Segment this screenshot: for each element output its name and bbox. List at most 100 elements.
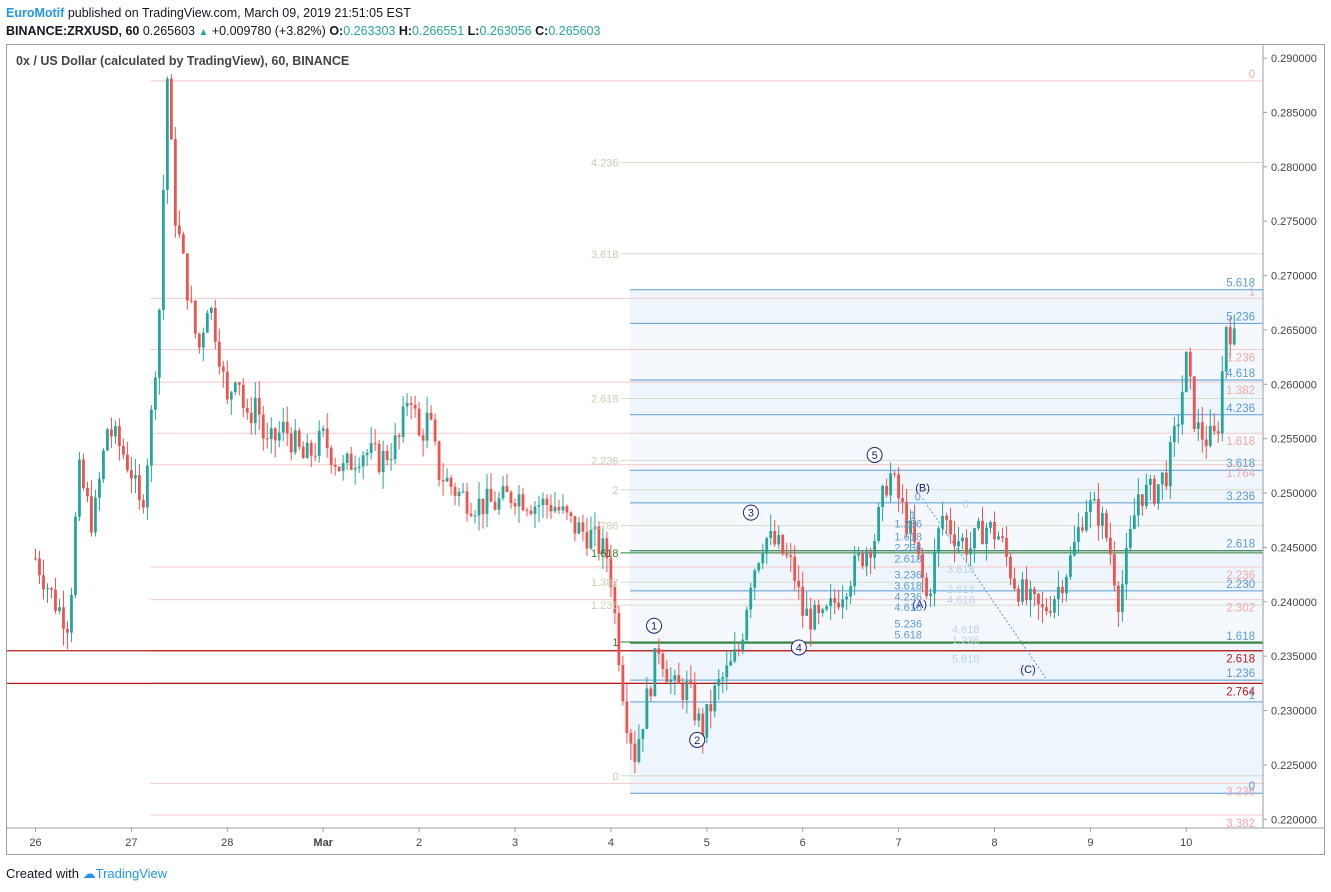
fib-blue-label: 3.618 (1226, 458, 1255, 470)
candle-body (269, 428, 273, 439)
candle-body (1049, 611, 1052, 613)
candle-body (605, 538, 609, 559)
fib-pink-label: 2.302 (1226, 603, 1255, 615)
candle-body (773, 531, 777, 545)
close-label: C: (535, 24, 549, 38)
candle-body (253, 397, 257, 424)
tradingview-link[interactable]: TradingView (95, 866, 168, 881)
candle-body (681, 683, 685, 701)
candle-body (157, 309, 161, 378)
candle-body (161, 189, 165, 310)
y-tick-label: 0.230000 (1271, 706, 1317, 718)
candle-body (229, 392, 233, 400)
candle-body (949, 520, 952, 535)
candle-body (721, 677, 725, 679)
candle-body (361, 455, 365, 467)
wave-label: 5 (872, 450, 878, 462)
candle-body (941, 515, 944, 529)
candle-body (1148, 478, 1152, 485)
candle-body (309, 442, 313, 456)
candle-body (673, 675, 677, 680)
candle-body (837, 602, 841, 608)
candle-body (130, 470, 133, 479)
candle-body (813, 604, 817, 630)
candle-body (90, 496, 93, 533)
candle-body (78, 459, 81, 517)
candle-body (657, 648, 661, 654)
up-arrow-icon: ▲ (198, 27, 209, 38)
candle-body (997, 536, 1000, 540)
candle-body (1116, 585, 1120, 612)
mini-fib-label: 2.618 (894, 553, 922, 565)
candle-body (613, 586, 617, 614)
candle-body (1140, 494, 1144, 507)
fib-left-label: 3.618 (591, 249, 619, 261)
candle-body (537, 505, 541, 507)
candle-body (261, 414, 265, 439)
candle-body (701, 713, 705, 738)
y-tick-label: 0.290000 (1271, 53, 1317, 65)
candle-body (1216, 431, 1220, 434)
candle-body (485, 488, 489, 515)
candle-body (1220, 371, 1224, 434)
candle-body (58, 607, 61, 612)
candle-body (417, 408, 421, 436)
candle-body (1152, 478, 1156, 504)
header-line-2: BINANCE:ZRXUSD, 60 0.265603 ▲ +0.009780 … (6, 22, 600, 42)
candle-body (869, 551, 873, 558)
candle-body (517, 494, 521, 507)
price-chart[interactable]: 011.2361.3821.6181.78622.2362.6183.6184.… (7, 45, 1324, 854)
candle-body (337, 466, 341, 472)
candle-body (110, 429, 113, 437)
candle-body (697, 713, 701, 721)
fib-blue-band (630, 379, 1263, 415)
fib-left-label: 2.618 (591, 393, 619, 405)
candle-body (357, 466, 361, 469)
y-tick-label: 0.220000 (1271, 814, 1317, 826)
y-tick-label: 0.285000 (1271, 107, 1317, 119)
candle-body (577, 522, 581, 534)
candle-body (985, 527, 988, 545)
y-tick-label: 0.260000 (1271, 379, 1317, 391)
fib-blue-label: 5.618 (1226, 278, 1255, 290)
candle-body (433, 419, 437, 442)
wave-label: (C) (1020, 664, 1035, 676)
candle-body (661, 653, 665, 669)
fib-left-label: 1.236 (591, 600, 619, 612)
candle-body (165, 78, 169, 190)
candle-body (169, 78, 173, 140)
candle-body (553, 506, 557, 512)
candle-body (1025, 579, 1028, 601)
candle-body (993, 522, 996, 540)
candle-body (453, 486, 457, 497)
candle-body (645, 688, 649, 729)
candle-body (133, 475, 137, 479)
wave-circle (646, 617, 663, 634)
candle-body (181, 234, 185, 254)
wave-label: 3 (748, 508, 754, 520)
candle-body (305, 442, 309, 459)
candle-body (137, 475, 141, 501)
candle-body (733, 649, 737, 662)
candle-body (705, 704, 709, 738)
candle-body (865, 551, 869, 567)
x-tick-label: 2 (416, 837, 422, 849)
candle-body (445, 477, 449, 482)
candle-body (693, 684, 697, 721)
candle-body (685, 680, 689, 701)
candle-body (817, 604, 821, 614)
fib-blue-label: 3.236 (1226, 491, 1255, 503)
fib-blue-label: 1 (1249, 690, 1255, 702)
candle-body (70, 594, 73, 633)
candle-body (541, 498, 545, 506)
candle-body (505, 486, 509, 493)
candle-body (349, 453, 353, 470)
y-tick-label: 0.265000 (1271, 325, 1317, 337)
fib-left-label: 1.382 (591, 577, 619, 589)
x-tick-label: 27 (125, 837, 137, 849)
candle-body (469, 513, 473, 516)
candle-body (369, 443, 373, 453)
author-link[interactable]: EuroMotif (6, 6, 65, 20)
chart-panel[interactable]: 0 1 1.236 1.382 1.618 1.786 2 2.236 2.618 3.618 4.… (6, 44, 1325, 855)
candle-body (1029, 588, 1032, 601)
